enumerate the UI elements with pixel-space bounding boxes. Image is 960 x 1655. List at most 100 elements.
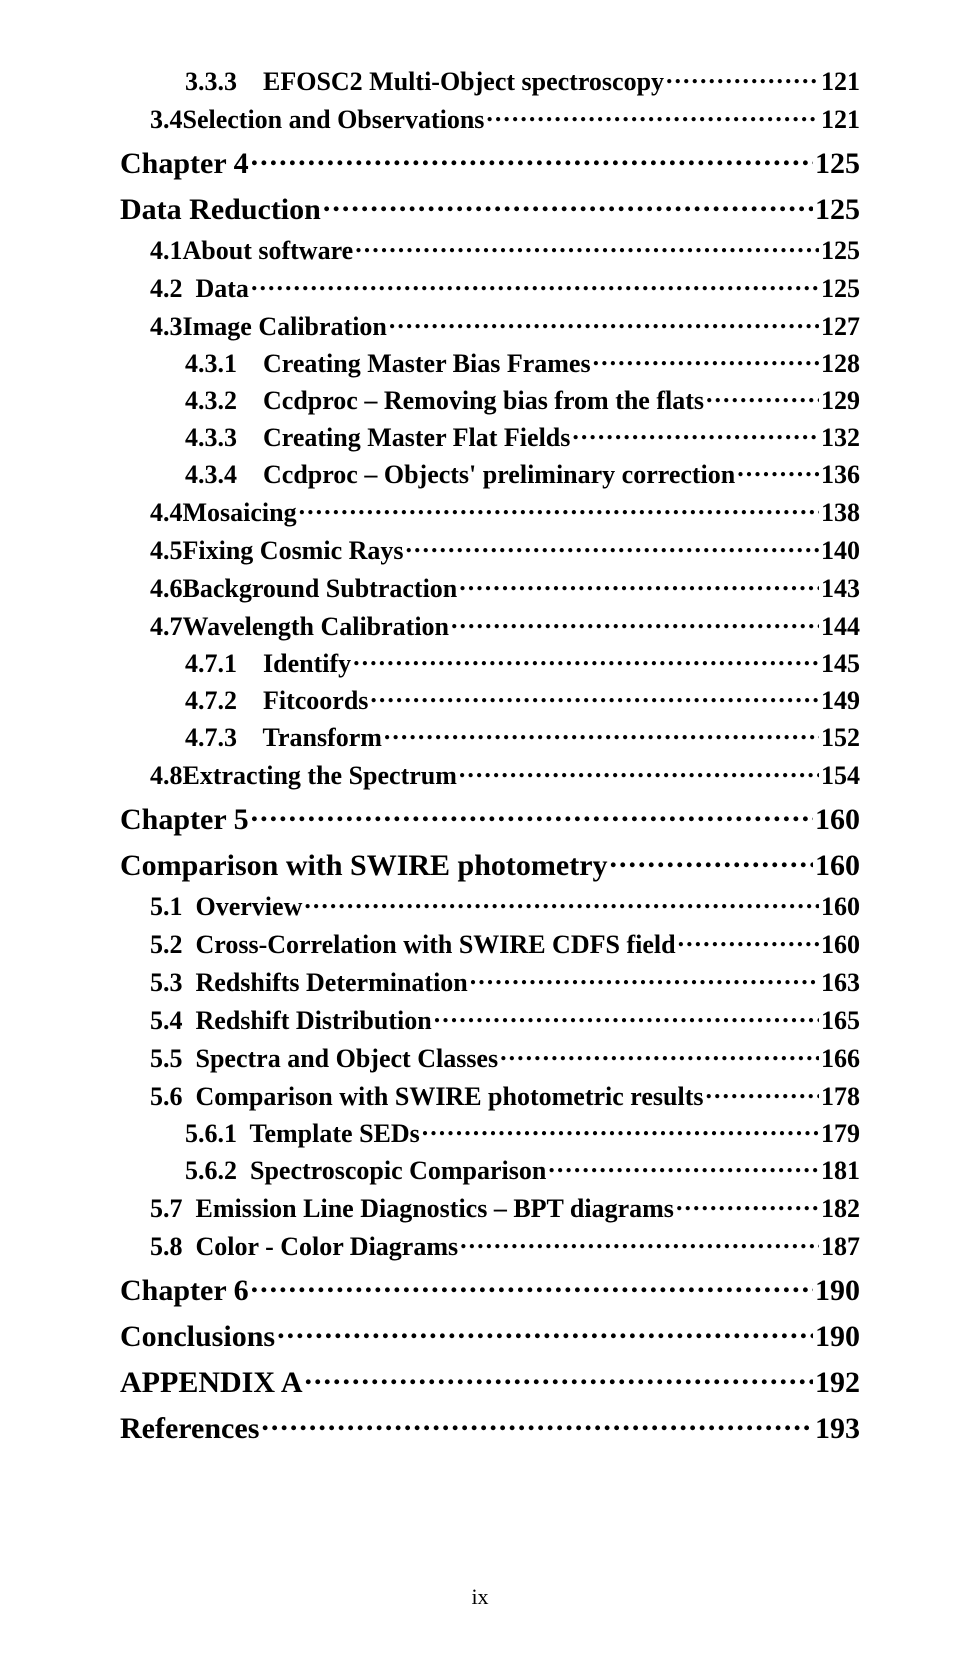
toc-entry-page: 129 xyxy=(821,386,860,416)
toc-entry: 5.7 Emission Line Diagnostics – BPT diag… xyxy=(150,1191,860,1224)
toc-leader-dots xyxy=(251,1270,813,1300)
toc-leader-dots xyxy=(299,495,819,521)
toc-entry-label: 4.4Mosaicing xyxy=(150,498,297,528)
toc-leader-dots xyxy=(470,965,819,991)
toc-entry-label: 4.8Extracting the Spectrum xyxy=(150,761,457,791)
toc-entry-page: 181 xyxy=(821,1156,860,1186)
toc-leader-dots xyxy=(355,233,819,259)
page-number: ix xyxy=(471,1584,488,1610)
toc-entry: 4.3.1 Creating Master Bias Frames128 xyxy=(185,346,860,379)
toc-entry: 4.3.2 Ccdproc – Removing bias from the f… xyxy=(185,383,860,416)
toc-entry: Chapter 6 190 xyxy=(120,1270,860,1308)
toc-entry-page: 127 xyxy=(821,312,860,342)
toc-entry-label: 4.3Image Calibration xyxy=(150,312,387,342)
toc-leader-dots xyxy=(460,1229,819,1255)
toc-entry-label: APPENDIX A xyxy=(120,1366,303,1400)
toc-entry-page: 192 xyxy=(815,1366,860,1400)
toc-entry-page: 121 xyxy=(821,105,860,135)
toc-entry-label: 5.6 Comparison with SWIRE photometric re… xyxy=(150,1082,703,1112)
toc-entry: 5.1 Overview 160 xyxy=(150,889,860,922)
toc-entry-label: Conclusions xyxy=(120,1320,275,1354)
toc-entry: 4.5Fixing Cosmic Rays 140 xyxy=(150,533,860,566)
toc-entry-label: 5.2 Cross-Correlation with SWIRE CDFS fi… xyxy=(150,930,676,960)
toc-entry-page: 179 xyxy=(821,1119,860,1149)
toc-entry: 4.8Extracting the Spectrum 154 xyxy=(150,758,860,791)
toc-entry: 4.7.1 Identify145 xyxy=(185,646,860,679)
toc-entry-page: 140 xyxy=(821,536,860,566)
toc-entry: 5.6.1 Template SEDs179 xyxy=(185,1116,860,1149)
toc-entry-page: 125 xyxy=(821,236,860,266)
toc-entry: 5.8 Color - Color Diagrams 187 xyxy=(150,1229,860,1262)
toc-entry: Data Reduction 125 xyxy=(120,189,860,227)
toc-entry-page: 160 xyxy=(815,803,860,837)
toc-entry-page: 187 xyxy=(821,1232,860,1262)
toc-entry: 4.7.2 Fitcoords149 xyxy=(185,683,860,716)
toc-leader-dots xyxy=(610,845,813,875)
toc-entry-label: 5.8 Color - Color Diagrams xyxy=(150,1232,458,1262)
toc-entry-label: 4.3.2 Ccdproc – Removing bias from the f… xyxy=(185,386,704,416)
toc-entry-page: 190 xyxy=(815,1320,860,1354)
toc-leader-dots xyxy=(251,143,813,173)
toc-entry-label: References xyxy=(120,1412,259,1446)
toc-entry-page: 136 xyxy=(821,460,860,490)
toc-leader-dots xyxy=(251,271,819,297)
toc-leader-dots xyxy=(705,1079,819,1105)
toc-entry-page: 125 xyxy=(821,274,860,304)
toc-entry: 4.7Wavelength Calibration144 xyxy=(150,609,860,642)
toc-entry: 4.3.3 Creating Master Flat Fields132 xyxy=(185,420,860,453)
toc-entry-label: 4.7.3 Transform xyxy=(185,723,382,753)
toc-entry: 3.3.3 EFOSC2 Multi-Object spectroscopy12… xyxy=(185,64,860,97)
toc-entry-label: Chapter 6 xyxy=(120,1274,249,1308)
toc-entry-label: 5.1 Overview xyxy=(150,892,302,922)
toc-entry-label: 4.7Wavelength Calibration xyxy=(150,612,449,642)
toc-leader-dots xyxy=(548,1153,819,1179)
toc-entry-label: 4.6Background Subtraction xyxy=(150,574,457,604)
toc-leader-dots xyxy=(251,799,813,829)
toc-entry-page: 166 xyxy=(821,1044,860,1074)
toc-entry-page: 160 xyxy=(821,930,860,960)
toc-entry-label: Data Reduction xyxy=(120,193,321,227)
toc-leader-dots xyxy=(323,189,813,219)
toc-leader-dots xyxy=(434,1003,819,1029)
toc-entry-page: 163 xyxy=(821,968,860,998)
toc-entry-page: 190 xyxy=(815,1274,860,1308)
toc-leader-dots xyxy=(277,1316,813,1346)
toc-leader-dots xyxy=(305,1362,813,1392)
toc-leader-dots xyxy=(389,309,819,335)
toc-entry: 4.3Image Calibration 127 xyxy=(150,309,860,342)
toc-leader-dots xyxy=(459,758,819,784)
toc-entry-label: 4.5Fixing Cosmic Rays xyxy=(150,536,404,566)
toc-entry-label: 4.1About software xyxy=(150,236,353,266)
toc-entry-page: 154 xyxy=(821,761,860,791)
toc-entry: 5.6.2 Spectroscopic Comparison 181 xyxy=(185,1153,860,1186)
toc-entry-label: 5.4 Redshift Distribution xyxy=(150,1006,432,1036)
toc-entry-page: 152 xyxy=(821,723,860,753)
toc-entry: 4.2 Data125 xyxy=(150,271,860,304)
toc-entry-label: 3.3.3 EFOSC2 Multi-Object spectroscopy xyxy=(185,67,664,97)
toc-entry-label: 4.3.4 Ccdproc – Objects' preliminary cor… xyxy=(185,460,735,490)
toc-entry: APPENDIX A 192 xyxy=(120,1362,860,1400)
toc-entry-label: Chapter 5 xyxy=(120,803,249,837)
toc-entry: 4.3.4 Ccdproc – Objects' preliminary cor… xyxy=(185,457,860,490)
toc-entry-page: 128 xyxy=(821,349,860,379)
toc-entry-page: 125 xyxy=(815,193,860,227)
toc-entry: 4.4Mosaicing138 xyxy=(150,495,860,528)
toc-entry-page: 132 xyxy=(821,423,860,453)
toc-leader-dots xyxy=(500,1041,819,1067)
toc-leader-dots xyxy=(422,1116,819,1142)
toc-entry-page: 182 xyxy=(821,1194,860,1224)
toc-entry-label: 5.5 Spectra and Object Classes xyxy=(150,1044,498,1074)
toc-leader-dots xyxy=(261,1408,813,1438)
toc-entry: Chapter 4125 xyxy=(120,143,860,181)
toc-entry-page: 125 xyxy=(815,147,860,181)
toc-entry: 5.2 Cross-Correlation with SWIRE CDFS fi… xyxy=(150,927,860,960)
toc-entry: Chapter 5 160 xyxy=(120,799,860,837)
toc-entry-label: 5.6.2 Spectroscopic Comparison xyxy=(185,1156,546,1186)
toc-leader-dots xyxy=(593,346,819,372)
toc-leader-dots xyxy=(572,420,819,446)
toc-entry-page: 143 xyxy=(821,574,860,604)
toc-entry: 4.7.3 Transform 152 xyxy=(185,720,860,753)
toc-entry-page: 160 xyxy=(821,892,860,922)
table-of-contents: 3.3.3 EFOSC2 Multi-Object spectroscopy 12… xyxy=(120,64,860,1446)
toc-entry: 5.3 Redshifts Determination163 xyxy=(150,965,860,998)
